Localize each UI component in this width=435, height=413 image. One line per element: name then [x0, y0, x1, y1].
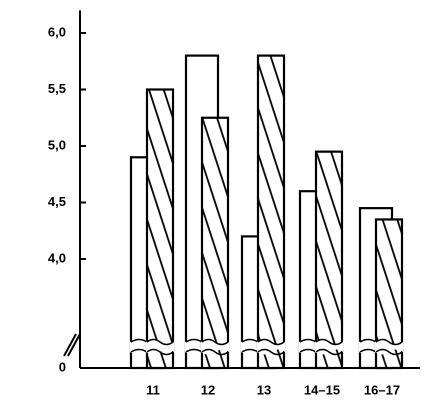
bar-break-line: [375, 338, 403, 346]
bar: [256, 54, 286, 370]
y-tick-label: 6,0: [48, 24, 66, 39]
bar-break: [201, 339, 229, 355]
bar: [200, 116, 230, 370]
bar-break-line: [375, 348, 403, 356]
bar-break-line: [257, 348, 285, 356]
x-tick-label: 14–15: [304, 382, 340, 397]
axis-break: [63, 333, 77, 357]
x-tick-label: 13: [257, 382, 271, 397]
bar: [145, 88, 175, 370]
y-tick-label: 5,5: [48, 81, 66, 96]
bar-break-line: [201, 348, 229, 356]
y-tick-label: 0: [59, 359, 66, 374]
axis-break: [67, 333, 81, 357]
y-tick-label: 4,0: [48, 250, 66, 265]
bar-break-line: [315, 338, 343, 346]
bar: [314, 150, 344, 370]
bar-break-line: [315, 348, 343, 356]
bar-break: [315, 339, 343, 355]
y-tick-label: 4,5: [48, 194, 66, 209]
bar-break-line: [146, 338, 174, 346]
y-tick-label: 5,0: [48, 137, 66, 152]
bar-break: [257, 339, 285, 355]
bar-break: [146, 339, 174, 355]
bar-break-line: [146, 348, 174, 356]
x-tick-label: 11: [146, 382, 160, 397]
bar-break: [375, 339, 403, 355]
x-tick-label: 16–17: [364, 382, 400, 397]
bar-break-line: [257, 338, 285, 346]
bar-break-line: [201, 338, 229, 346]
x-tick-label: 12: [201, 382, 215, 397]
